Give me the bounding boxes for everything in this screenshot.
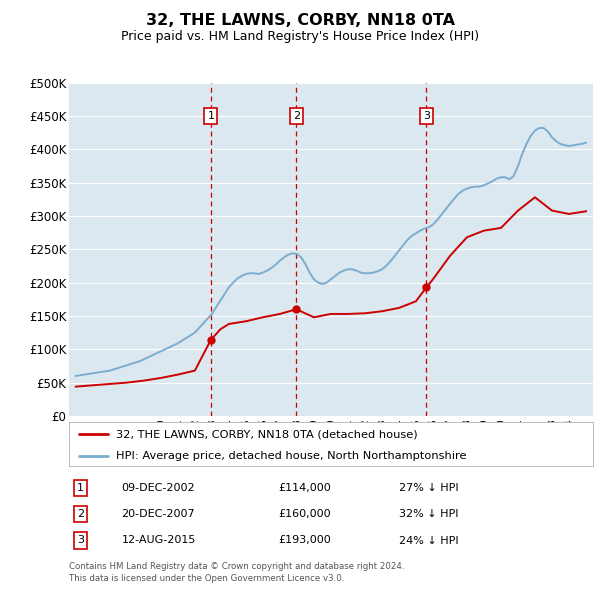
Text: 3: 3	[77, 536, 84, 546]
Text: 32% ↓ HPI: 32% ↓ HPI	[399, 509, 458, 519]
Text: 1: 1	[208, 111, 214, 121]
Text: 32, THE LAWNS, CORBY, NN18 0TA: 32, THE LAWNS, CORBY, NN18 0TA	[146, 13, 455, 28]
Text: 27% ↓ HPI: 27% ↓ HPI	[399, 483, 458, 493]
Text: HPI: Average price, detached house, North Northamptonshire: HPI: Average price, detached house, Nort…	[116, 451, 467, 461]
Text: £114,000: £114,000	[278, 483, 331, 493]
Text: 24% ↓ HPI: 24% ↓ HPI	[399, 536, 458, 546]
Text: 2: 2	[77, 509, 84, 519]
Text: £160,000: £160,000	[278, 509, 331, 519]
Text: £193,000: £193,000	[278, 536, 331, 546]
Text: 32, THE LAWNS, CORBY, NN18 0TA (detached house): 32, THE LAWNS, CORBY, NN18 0TA (detached…	[116, 430, 418, 439]
Text: Price paid vs. HM Land Registry's House Price Index (HPI): Price paid vs. HM Land Registry's House …	[121, 30, 479, 43]
Text: Contains HM Land Registry data © Crown copyright and database right 2024.
This d: Contains HM Land Registry data © Crown c…	[69, 562, 404, 583]
Text: 20-DEC-2007: 20-DEC-2007	[121, 509, 195, 519]
Text: 1: 1	[77, 483, 84, 493]
Text: 3: 3	[423, 111, 430, 121]
Text: 12-AUG-2015: 12-AUG-2015	[121, 536, 196, 546]
Text: 09-DEC-2002: 09-DEC-2002	[121, 483, 195, 493]
Text: 2: 2	[293, 111, 300, 121]
